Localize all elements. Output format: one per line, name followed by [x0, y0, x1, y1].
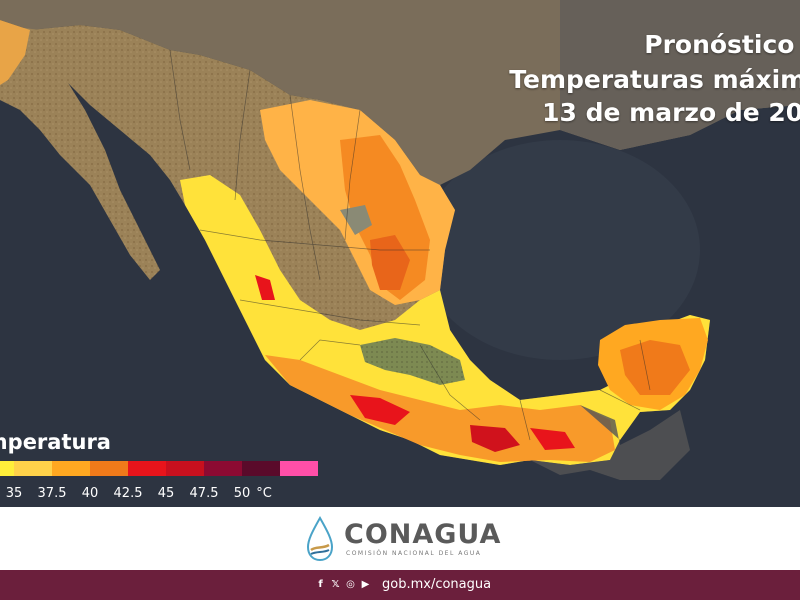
- legend-swatch-0: [0, 461, 14, 476]
- legend-title: Temperatura: [0, 430, 111, 454]
- legend-swatch-8: [280, 461, 318, 476]
- legend-swatch-2: [52, 461, 90, 476]
- temp-zone-south: [265, 355, 615, 462]
- conagua-emblem-icon: [306, 516, 334, 562]
- title-date: 13 de marzo de 2024: [542, 98, 800, 127]
- footer-bar: f 𝕏 ◎ ▶ gob.mx/conagua: [0, 570, 800, 600]
- logo-name: CONAGUA: [344, 519, 502, 550]
- instagram-icon[interactable]: ◎: [346, 579, 355, 590]
- social-icons: f 𝕏 ◎ ▶: [315, 579, 371, 590]
- baja-california: [0, 25, 160, 280]
- legend-swatch-5: [166, 461, 204, 476]
- central-highlands: [360, 338, 465, 385]
- footer-url-link[interactable]: gob.mx/conagua: [382, 577, 492, 592]
- cooler-zone-coahuila: [340, 205, 372, 235]
- logo-area: CONAGUA COMISIÓN NACIONAL DEL AGUA: [0, 507, 800, 570]
- youtube-icon[interactable]: ▶: [361, 579, 370, 590]
- state-borders: [169, 49, 651, 441]
- temp-zone-425-oaxaca: [470, 425, 520, 452]
- legend-label-5: 47.5: [189, 486, 219, 501]
- legend-swatch-1: [14, 461, 52, 476]
- title-line-1: Pronóstico de: [644, 30, 800, 59]
- legend-swatch-3: [90, 461, 128, 476]
- forecast-map: Pronóstico de Temperaturas máximas 13 de…: [0, 0, 800, 507]
- usa-east: [560, 0, 800, 150]
- gulf-of-mexico: [420, 140, 700, 360]
- temp-zone-hot-west: [255, 275, 275, 300]
- legend-label-3: 42.5: [113, 486, 143, 501]
- legend-label-0: 35: [5, 486, 23, 501]
- legend-swatch-7: [242, 461, 280, 476]
- legend-unit: °C: [256, 486, 272, 501]
- mexico-temperature-map: [0, 0, 800, 480]
- legend-label-2: 40: [81, 486, 99, 501]
- legend-color-bar: [0, 461, 318, 476]
- legend-swatch-4: [128, 461, 166, 476]
- title-line-2: Temperaturas máximas: [509, 65, 800, 94]
- legend-label-1: 37.5: [37, 486, 67, 501]
- central-america: [530, 405, 690, 480]
- legend-label-4: 45: [157, 486, 175, 501]
- temp-zone-hot-ne: [370, 235, 410, 290]
- legend-swatch-6: [204, 461, 242, 476]
- baja-hot-zone: [0, 20, 30, 85]
- facebook-icon[interactable]: f: [318, 579, 323, 590]
- logo-subtitle: COMISIÓN NACIONAL DEL AGUA: [346, 550, 482, 557]
- temp-zone-425-chiapas: [530, 428, 575, 450]
- yucatan-hot: [620, 340, 690, 395]
- legend-label-6: 50: [233, 486, 251, 501]
- x-icon[interactable]: 𝕏: [331, 579, 340, 590]
- temp-zone-425-guerrero: [350, 395, 410, 425]
